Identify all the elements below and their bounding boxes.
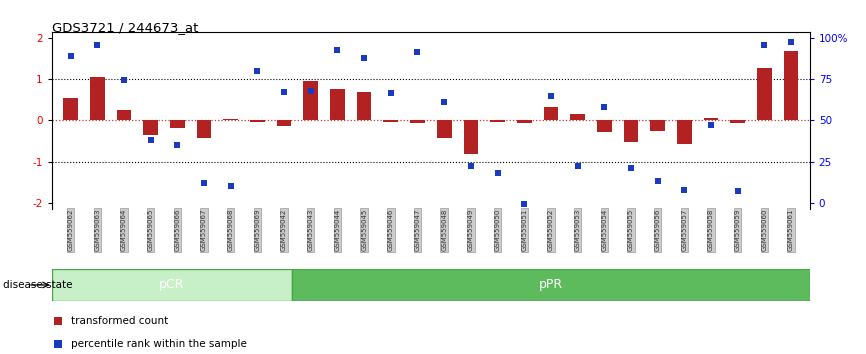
Bar xyxy=(277,120,292,126)
Bar xyxy=(597,120,611,132)
Bar xyxy=(517,120,532,123)
Bar xyxy=(330,90,345,120)
Bar xyxy=(490,120,505,122)
Bar xyxy=(463,120,478,154)
Bar xyxy=(357,92,372,120)
Bar xyxy=(144,120,158,135)
Bar xyxy=(730,120,745,123)
Text: GDS3721 / 244673_at: GDS3721 / 244673_at xyxy=(52,21,198,34)
Bar xyxy=(197,120,211,138)
Text: percentile rank within the sample: percentile rank within the sample xyxy=(71,339,248,349)
Bar xyxy=(757,68,772,120)
Bar xyxy=(784,51,798,120)
Bar xyxy=(704,118,718,120)
Bar xyxy=(292,269,810,301)
Bar xyxy=(223,119,238,120)
Bar xyxy=(544,107,559,120)
Bar xyxy=(303,81,318,120)
Text: transformed count: transformed count xyxy=(71,316,169,326)
Bar xyxy=(436,120,451,138)
Text: pPR: pPR xyxy=(539,279,563,291)
Bar xyxy=(117,110,132,120)
Bar xyxy=(677,120,692,144)
Bar xyxy=(170,120,184,128)
Bar xyxy=(650,120,665,131)
Text: disease state: disease state xyxy=(3,280,72,290)
Bar xyxy=(570,114,585,120)
Bar xyxy=(250,120,265,122)
Bar xyxy=(410,120,425,123)
Text: pCR: pCR xyxy=(159,279,184,291)
Bar xyxy=(384,120,398,122)
Bar xyxy=(63,98,78,120)
Bar xyxy=(90,77,105,120)
Bar xyxy=(52,269,292,301)
Bar xyxy=(624,120,638,142)
